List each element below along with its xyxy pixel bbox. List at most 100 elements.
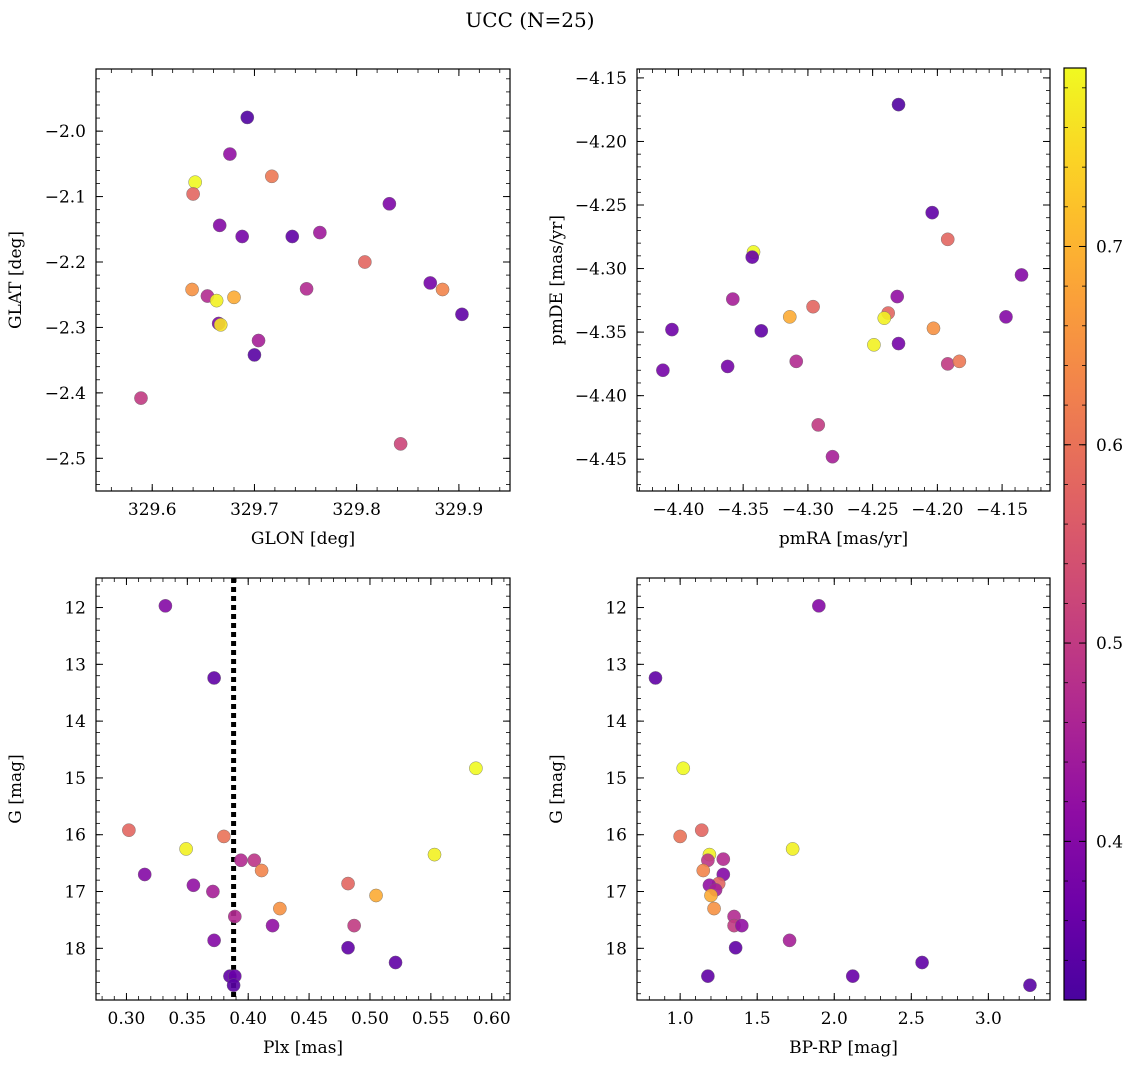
data-point — [423, 276, 438, 290]
data-point — [845, 969, 860, 983]
panel-plx-g: 0.30 0.35 0.40 0.45 0.50 0.55 0.60 12 13 14 15 16 17… — [6, 577, 511, 1058]
data-point — [656, 363, 670, 378]
y-tick-label: −4.15 — [575, 69, 627, 89]
data-point — [891, 97, 906, 112]
data-point — [716, 852, 731, 866]
data-point — [341, 876, 355, 891]
data-point — [720, 359, 735, 374]
data-point — [915, 955, 929, 970]
data-point — [254, 863, 269, 878]
data-point — [1014, 268, 1029, 282]
data-point — [789, 354, 804, 369]
x-tick-label: 0.30 — [108, 1009, 146, 1029]
data-point — [285, 229, 300, 244]
colorbar-tick-label: 0.4 — [1096, 832, 1123, 852]
data-point — [158, 599, 173, 613]
y-tick-label: 12 — [64, 599, 86, 619]
x-tick-label: 2.0 — [821, 1009, 848, 1029]
y-tick-label: 14 — [64, 712, 86, 732]
data-point — [186, 187, 200, 201]
y-axis-label: pmDE [mas/yr] — [547, 215, 567, 345]
data-point — [179, 842, 193, 856]
scatter-panels: 329.6 329.7 329.8 329.9 −2.0 −2.1 −2.2 −2.3 −2.4… — [6, 68, 1051, 1058]
data-point — [358, 255, 372, 269]
data-point — [217, 829, 231, 844]
panel-bprp-g: 1.0 1.5 2.0 2.5 3.0 12 13 14 15 16 17 18 BP-RP [mag]… — [547, 577, 1051, 1058]
data-point — [890, 289, 905, 304]
x-tick-label: 329.9 — [435, 500, 484, 520]
data-point — [825, 449, 840, 464]
data-point — [925, 205, 939, 220]
x-tick-label: 0.45 — [290, 1009, 328, 1029]
x-tick-label: 3.0 — [975, 1009, 1002, 1029]
data-point — [207, 933, 221, 948]
data-point — [940, 357, 955, 371]
plot-frame — [636, 68, 1051, 492]
data-point — [207, 671, 221, 685]
plot-frame — [95, 577, 511, 1001]
data-point — [226, 978, 241, 993]
data-point — [209, 293, 224, 308]
y-tick-label: −4.20 — [575, 132, 627, 152]
data-point — [299, 282, 314, 296]
y-tick-label: 15 — [605, 769, 627, 789]
y-tick-label: −2.0 — [45, 122, 86, 142]
points-layer — [656, 97, 1029, 464]
data-point — [347, 918, 361, 933]
data-point — [435, 282, 450, 297]
data-point — [701, 969, 715, 983]
data-point — [926, 321, 941, 336]
y-axis-label: GLAT [deg] — [6, 231, 26, 329]
data-point — [265, 918, 280, 933]
data-point — [228, 909, 242, 924]
y-tick-label: −2.1 — [45, 188, 86, 208]
y-tick-label: 13 — [64, 655, 86, 675]
x-tick-label: −4.30 — [782, 500, 834, 520]
data-point — [247, 348, 262, 362]
x-tick-label: −4.40 — [652, 500, 704, 520]
data-point — [696, 863, 711, 878]
figure-title: UCC (N=25) — [465, 8, 594, 32]
y-tick-label: 16 — [64, 826, 86, 846]
data-point — [867, 338, 881, 352]
data-point — [782, 933, 797, 948]
data-point — [665, 322, 679, 337]
data-point — [185, 282, 199, 297]
x-tick-label: −4.25 — [847, 500, 899, 520]
data-point — [728, 940, 743, 955]
data-point — [137, 867, 152, 882]
data-point — [812, 599, 826, 613]
y-tick-label: −2.4 — [45, 384, 86, 404]
x-tick-label: 0.50 — [351, 1009, 389, 1029]
x-tick-label: 1.0 — [667, 1009, 694, 1029]
points-layer — [122, 578, 483, 1000]
data-point — [186, 878, 201, 893]
data-point — [393, 437, 408, 451]
data-point — [234, 853, 248, 868]
data-point — [251, 333, 266, 348]
x-axis-label: BP-RP [mag] — [789, 1038, 898, 1058]
y-tick-label: −2.3 — [45, 318, 86, 338]
data-point — [726, 292, 740, 306]
x-tick-label: 0.60 — [473, 1009, 511, 1029]
data-point — [806, 299, 820, 314]
y-tick-label: 14 — [605, 712, 627, 732]
data-point — [1023, 978, 1037, 993]
data-point — [134, 391, 148, 405]
data-point — [952, 354, 967, 369]
data-point — [707, 901, 721, 916]
data-point — [313, 225, 327, 240]
data-point — [940, 232, 955, 247]
data-point — [273, 901, 287, 916]
x-tick-label: −4.20 — [911, 500, 963, 520]
y-tick-label: −4.35 — [575, 323, 627, 343]
data-point — [785, 842, 800, 856]
y-tick-label: −2.5 — [45, 449, 86, 469]
colorbar-tick-label: 0.7 — [1096, 237, 1123, 257]
data-point — [754, 324, 769, 338]
data-point — [694, 823, 709, 837]
x-tick-label: 2.5 — [898, 1009, 925, 1029]
data-point — [212, 218, 227, 233]
data-point — [455, 307, 469, 322]
